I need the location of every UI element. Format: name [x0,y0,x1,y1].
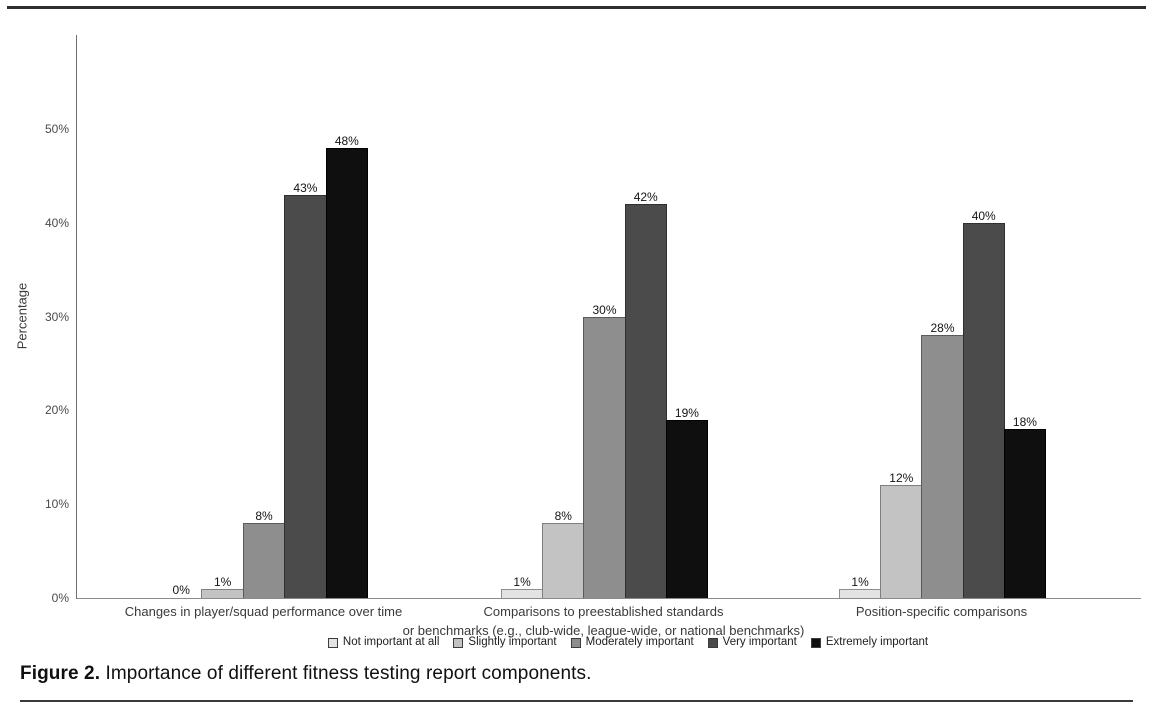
legend-label: Moderately important [585,636,694,648]
plot-area: 0% 10% 20% 30% 40% 50% 0% 1% 8% 43% 48% 1% 8% 30% 42% 1… [45,35,1141,604]
bar-cluster: 1% 8% 30% 42% 19% [501,35,709,598]
bar-value-label: 30% [592,302,617,317]
bar-value-label: 0% [172,583,190,597]
bar: 30% [583,304,626,598]
bar-cluster: 0% 1% 8% 43% 48% [161,35,369,598]
bar-value-label: 19% [674,405,699,420]
y-tick-label: 40% [44,215,69,230]
bar-value-label: 28% [930,321,955,336]
bar: 40% [962,210,1005,598]
category-label: Changes in player/squad performance over… [124,604,403,619]
legend-label: Very important [722,636,797,648]
legend: Not important at all Slightly important Mo… [96,636,1153,649]
legend-swatch [327,637,338,648]
bar-value-label: 18% [1012,415,1037,430]
legend-swatch [810,637,821,648]
bar: 18% [1003,416,1047,598]
legend-swatch [707,637,718,648]
bar: 1% [839,576,882,598]
figure-caption: Figure 2. Importance of different fitnes… [20,663,591,685]
bar-value-label: 12% [889,471,914,486]
bar: 8% [242,510,286,598]
bar-value-label: 43% [293,180,318,195]
legend-label: Not important at all [342,636,440,648]
legend-label: Extremely important [825,636,929,648]
y-tick-label: 0% [51,591,69,605]
bar: 1% [501,576,544,598]
bar: 19% [665,407,709,598]
caption-text: Importance of different fitness testing … [105,663,592,684]
bar: 43% [284,182,327,598]
y-tick-label: 50% [44,121,69,136]
legend-label: Slightly important [468,636,557,648]
bottom-rule [20,700,1133,702]
legend-swatch [453,637,464,648]
bar-value-label: 1% [513,574,531,589]
bar-value-label: 40% [971,208,996,223]
y-tick-label: 20% [44,403,69,418]
bar: 42% [624,191,667,598]
bar-cluster: 1% 12% 28% 40% 18% [839,35,1047,598]
legend-item: Moderately important [570,636,694,649]
caption-label: Figure 2. [20,663,101,684]
legend-item: Extremely important [810,636,929,649]
top-rule [7,6,1146,9]
bar-value-label: 8% [255,508,273,523]
legend-item: Very important [707,636,797,649]
legend-item: Slightly important [453,636,557,649]
bar-value-label: 48% [334,133,359,148]
bar: 12% [880,472,923,598]
bar: 48% [325,135,369,598]
y-tick-label: 30% [44,309,69,324]
legend-swatch [570,637,581,648]
bar: 28% [921,322,964,598]
category-label: Position-specific comparisons [855,604,1028,619]
bar-value-label: 1% [851,574,869,589]
y-axis-title: Percentage [14,282,30,350]
bar-value-label: 1% [213,574,232,589]
category-label: Comparisons to preestablished standards … [402,604,805,638]
y-tick-label: 10% [44,497,69,512]
bar: 1% [201,576,244,598]
bar: 8% [542,510,585,598]
legend-item: Not important at all [327,636,440,649]
bar-value-label: 8% [554,508,572,523]
bar-value-label: 42% [633,189,658,204]
